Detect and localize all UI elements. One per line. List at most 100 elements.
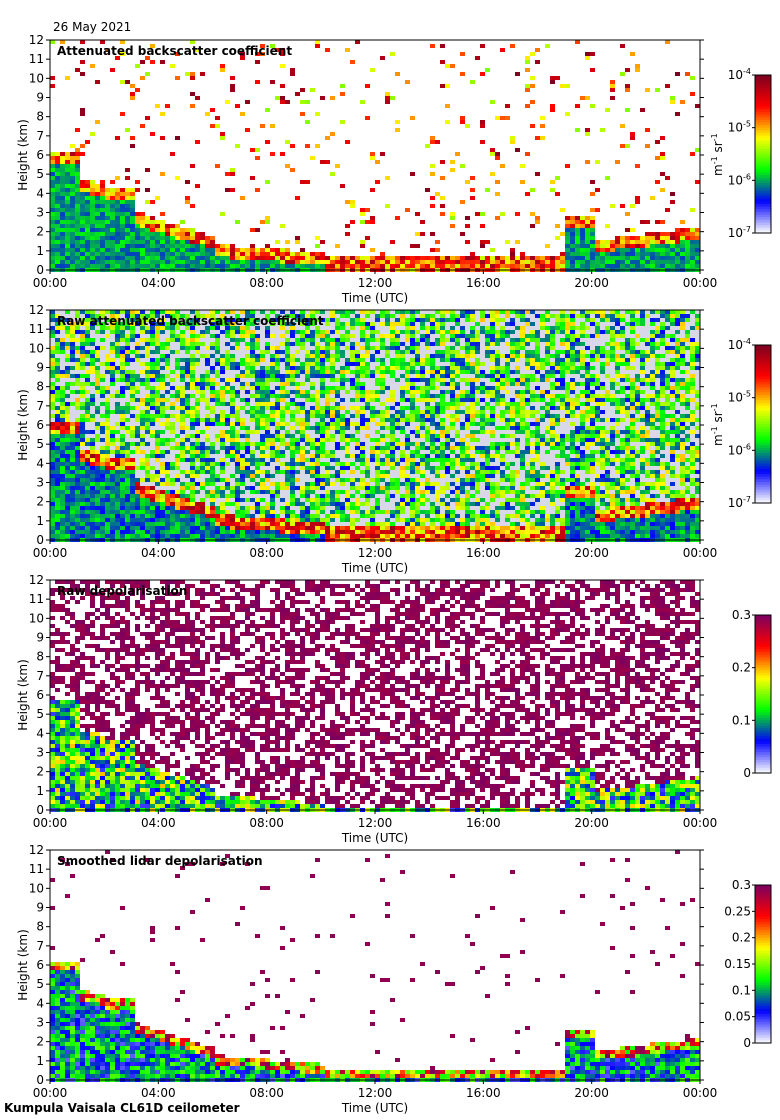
colorbar-tick-label: 10-4: [728, 337, 751, 352]
y-tick-label: 12: [29, 303, 44, 317]
colorbar: 10-7 10-6 10-5 10-4 m-1 sr-1: [710, 67, 772, 240]
colorbar-unit: m-1 sr-1: [710, 133, 725, 176]
x-tick-label: 20:00: [574, 276, 609, 290]
x-axis-label: Time (UTC): [341, 831, 408, 845]
y-tick-label: 1: [36, 784, 44, 798]
y-tick-label: 3: [36, 476, 44, 490]
colorbar-tick-label: 0.3: [732, 608, 751, 622]
x-tick-label: 12:00: [358, 546, 393, 560]
y-tick-label: 4: [36, 186, 44, 200]
y-tick-label: 6: [36, 688, 44, 702]
y-tick-label: 8: [36, 110, 44, 124]
date-label: 26 May 2021: [53, 20, 132, 34]
y-tick-label: 9: [36, 91, 44, 105]
y-tick-label: 5: [36, 707, 44, 721]
x-tick-label: 04:00: [141, 276, 176, 290]
x-tick-label: 04:00: [141, 546, 176, 560]
y-tick-label: 3: [36, 746, 44, 760]
x-tick-label: 08:00: [249, 816, 284, 830]
y-tick-label: 1: [36, 1054, 44, 1068]
x-tick-label: 04:00: [141, 816, 176, 830]
y-tick-label: 7: [36, 129, 44, 143]
x-tick-label: 12:00: [358, 816, 393, 830]
y-tick-label: 11: [29, 592, 44, 606]
y-tick-label: 5: [36, 167, 44, 181]
y-tick-label: 2: [36, 495, 44, 509]
x-tick-label: 20:00: [574, 1086, 609, 1100]
x-tick-label: 08:00: [249, 276, 284, 290]
colorbar: 0 0.05 0.1 0.15 0.2 0.25 0.3: [724, 878, 772, 1050]
y-tick-label: 10: [29, 611, 44, 625]
colorbar-tick-label: 10-7: [728, 495, 751, 510]
x-axis-label: Time (UTC): [341, 561, 408, 575]
y-tick-label: 8: [36, 920, 44, 934]
y-tick-label: 10: [29, 341, 44, 355]
x-tick-label: 00:00: [683, 816, 718, 830]
heatmap-field: [50, 40, 700, 272]
y-tick-label: 9: [36, 361, 44, 375]
x-tick-label: 00:00: [33, 816, 68, 830]
y-axis-label: Height (km): [16, 929, 30, 1000]
x-axis-label: Time (UTC): [341, 291, 408, 305]
x-tick-label: 00:00: [683, 546, 718, 560]
colorbar-tick-label: 0.2: [732, 931, 751, 945]
colorbar-tick-label: 0.1: [732, 713, 751, 727]
colorbar-tick-label: 0.2: [732, 661, 751, 675]
y-tick-label: 12: [29, 843, 44, 857]
y-tick-label: 9: [36, 901, 44, 915]
colorbar-unit: m-1 sr-1: [710, 403, 725, 446]
y-axis-label: Height (km): [16, 389, 30, 460]
x-tick-label: 16:00: [466, 1086, 501, 1100]
x-tick-label: 00:00: [33, 1086, 68, 1100]
y-tick-label: 6: [36, 958, 44, 972]
y-tick-label: 1: [36, 244, 44, 258]
x-tick-label: 00:00: [33, 276, 68, 290]
colorbar: 0 0.1 0.2 0.3: [732, 608, 772, 780]
colorbar-tick-label: 10-4: [728, 67, 751, 82]
colorbar-tick-label: 0: [743, 766, 751, 780]
x-tick-label: 00:00: [33, 546, 68, 560]
y-tick-label: 10: [29, 71, 44, 85]
colorbar-tick-label: 0.1: [732, 983, 751, 997]
colorbar-tick-label: 10-5: [728, 390, 751, 405]
heatmap-field: [50, 310, 700, 542]
y-tick-label: 5: [36, 437, 44, 451]
y-tick-label: 5: [36, 977, 44, 991]
y-tick-label: 12: [29, 573, 44, 587]
colorbar-tick-label: 0.15: [724, 957, 751, 971]
y-tick-label: 11: [29, 52, 44, 66]
y-tick-label: 6: [36, 418, 44, 432]
colorbar: 10-7 10-6 10-5 10-4 m-1 sr-1: [710, 337, 772, 510]
y-tick-label: 7: [36, 669, 44, 683]
y-tick-label: 1: [36, 514, 44, 528]
y-tick-label: 7: [36, 399, 44, 413]
colorbar-tick-label: 0: [743, 1036, 751, 1050]
panel-title: Raw attenuated backscatter coefficient: [57, 314, 324, 328]
x-tick-label: 00:00: [683, 276, 718, 290]
y-tick-label: 4: [36, 456, 44, 470]
colorbar-tick-label: 10-6: [728, 172, 751, 187]
x-axis-label: Time (UTC): [341, 1101, 408, 1115]
y-tick-label: 8: [36, 380, 44, 394]
x-tick-label: 12:00: [358, 1086, 393, 1100]
x-tick-label: 16:00: [466, 816, 501, 830]
y-tick-label: 2: [36, 1035, 44, 1049]
y-tick-label: 6: [36, 148, 44, 162]
colorbar-tick-label: 10-5: [728, 120, 751, 135]
instrument-label: Kumpula Vaisala CL61D ceilometer: [4, 1101, 240, 1115]
y-tick-label: 11: [29, 862, 44, 876]
y-tick-label: 0: [36, 1073, 44, 1087]
x-tick-label: 16:00: [466, 276, 501, 290]
y-tick-label: 0: [36, 803, 44, 817]
y-tick-label: 4: [36, 726, 44, 740]
colorbar-tick-label: 10-7: [728, 225, 751, 240]
x-tick-label: 20:00: [574, 816, 609, 830]
colorbar-tick-label: 0.05: [724, 1010, 751, 1024]
y-tick-label: 10: [29, 881, 44, 895]
y-tick-label: 12: [29, 33, 44, 47]
x-tick-label: 04:00: [141, 1086, 176, 1100]
